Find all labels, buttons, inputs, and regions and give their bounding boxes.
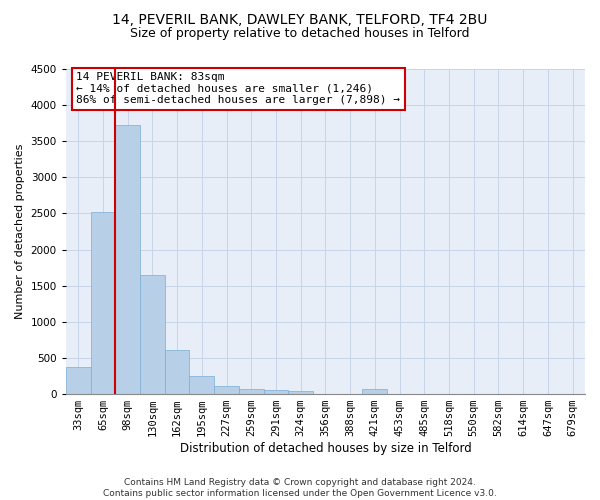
Bar — [239, 390, 263, 394]
Bar — [289, 391, 313, 394]
Text: 14 PEVERIL BANK: 83sqm
← 14% of detached houses are smaller (1,246)
86% of semi-: 14 PEVERIL BANK: 83sqm ← 14% of detached… — [76, 72, 400, 106]
Y-axis label: Number of detached properties: Number of detached properties — [15, 144, 25, 319]
Text: Contains HM Land Registry data © Crown copyright and database right 2024.
Contai: Contains HM Land Registry data © Crown c… — [103, 478, 497, 498]
Bar — [190, 376, 214, 394]
Text: Size of property relative to detached houses in Telford: Size of property relative to detached ho… — [130, 28, 470, 40]
Bar — [362, 390, 387, 394]
Bar — [140, 275, 165, 394]
Bar — [115, 124, 140, 394]
Bar — [66, 366, 91, 394]
Bar — [214, 386, 239, 394]
Bar — [263, 390, 289, 394]
Bar — [91, 212, 115, 394]
Bar — [165, 350, 190, 394]
X-axis label: Distribution of detached houses by size in Telford: Distribution of detached houses by size … — [179, 442, 471, 455]
Text: 14, PEVERIL BANK, DAWLEY BANK, TELFORD, TF4 2BU: 14, PEVERIL BANK, DAWLEY BANK, TELFORD, … — [112, 12, 488, 26]
